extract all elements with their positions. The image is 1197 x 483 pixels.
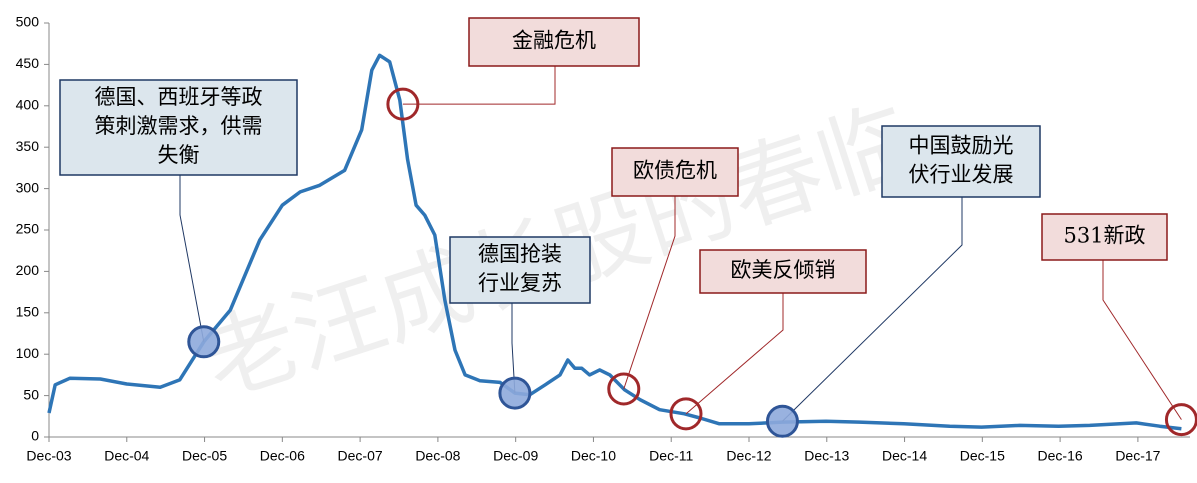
annotation-text: 欧债危机	[633, 159, 717, 183]
annotation-leader	[685, 293, 784, 415]
annotation-box	[881, 125, 1041, 198]
annotation-text: 德国抢装	[478, 242, 562, 266]
annotation-marker	[187, 325, 221, 359]
x-tick-label: Dec-04	[104, 448, 149, 464]
annotation-marker	[765, 404, 799, 438]
annotation-text: 失衡	[158, 143, 200, 167]
x-tick-label: Dec-03	[26, 448, 71, 464]
annotation-leader	[179, 175, 205, 342]
annotation-text: 531新政	[1063, 224, 1145, 248]
y-tick-label: 350	[16, 138, 40, 154]
x-tick-label: Dec-08	[415, 448, 460, 464]
annotation-text: 欧美反倾销	[731, 258, 836, 282]
x-tick-label: Dec-13	[804, 448, 849, 464]
annotation-text: 金融危机	[512, 29, 596, 53]
x-tick-label: Dec-07	[338, 448, 383, 464]
y-tick-label: 450	[16, 55, 40, 71]
y-tick-label: 50	[23, 386, 39, 402]
annotation-box	[59, 79, 298, 176]
annotation-leader	[623, 196, 676, 390]
y-tick-label: 400	[16, 97, 40, 113]
annotation-box	[1041, 213, 1168, 261]
annotation-marker	[607, 372, 641, 406]
annotation-text: 伏行业发展	[909, 163, 1014, 187]
x-tick-label: Dec-05	[182, 448, 227, 464]
x-tick-label: Dec-06	[260, 448, 305, 464]
x-tick-label: Dec-12	[726, 448, 771, 464]
y-tick-label: 500	[16, 14, 40, 30]
annotation-leader	[511, 303, 516, 394]
annotation-text: 德国、西班牙等政	[95, 85, 263, 109]
y-tick-label: 300	[16, 179, 40, 195]
annotation-marker	[386, 87, 420, 121]
annotation-box	[611, 147, 739, 197]
y-tick-label: 150	[16, 304, 40, 320]
annotation-leader	[1102, 260, 1182, 420]
x-tick-label: Dec-11	[649, 448, 693, 464]
annotation-leader	[402, 66, 556, 105]
y-tick-label: 0	[31, 428, 39, 444]
annotation-leader	[782, 197, 963, 422]
annotation-box	[449, 236, 591, 304]
annotation-text: 策刺激需求，供需	[95, 114, 263, 138]
annotation-box	[468, 17, 640, 67]
annotation-box	[699, 249, 867, 294]
x-tick-label: Dec-17	[1115, 448, 1160, 464]
x-tick-label: Dec-09	[493, 448, 538, 464]
annotation-text: 行业复苏	[478, 271, 562, 295]
annotation-text: 中国鼓励光	[909, 134, 1014, 158]
x-tick-label: Dec-15	[960, 448, 1005, 464]
annotation-marker	[1164, 403, 1197, 437]
x-tick-label: Dec-16	[1038, 448, 1083, 464]
y-tick-label: 100	[16, 345, 40, 361]
y-tick-label: 200	[16, 262, 40, 278]
x-tick-label: Dec-10	[571, 448, 616, 464]
x-tick-label: Dec-14	[882, 448, 927, 464]
annotation-marker	[669, 397, 703, 431]
y-tick-label: 250	[16, 221, 40, 237]
annotation-marker	[498, 376, 532, 410]
